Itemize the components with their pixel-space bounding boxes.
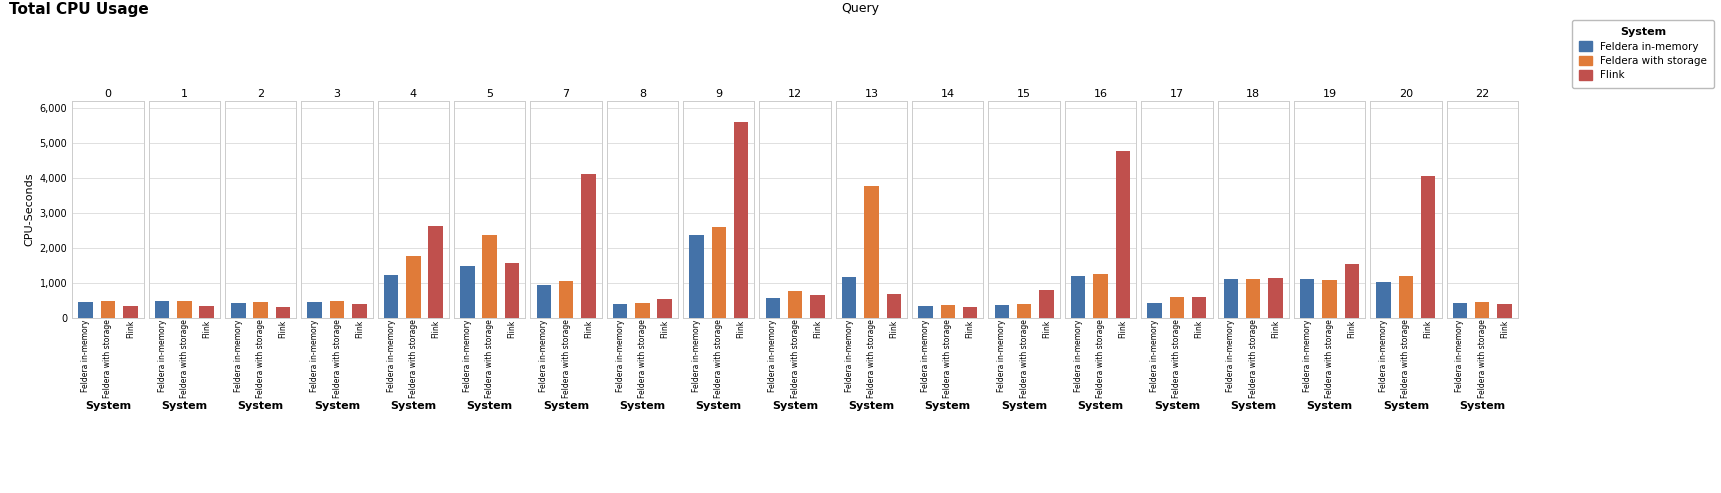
X-axis label: System: System xyxy=(695,401,742,411)
Bar xyxy=(253,302,268,318)
Bar xyxy=(1115,151,1131,318)
X-axis label: System: System xyxy=(162,401,207,411)
Bar xyxy=(1299,280,1315,318)
Title: 15: 15 xyxy=(1017,89,1031,99)
Bar xyxy=(1224,280,1237,318)
X-axis label: System: System xyxy=(466,401,513,411)
X-axis label: System: System xyxy=(237,401,284,411)
Bar xyxy=(460,266,475,318)
Bar xyxy=(429,226,442,318)
Bar xyxy=(1453,303,1468,318)
Bar xyxy=(1377,282,1391,318)
Bar xyxy=(733,122,749,318)
Bar xyxy=(200,307,213,318)
Bar xyxy=(582,174,595,318)
Bar xyxy=(308,302,322,318)
Bar xyxy=(1422,176,1435,318)
X-axis label: System: System xyxy=(84,401,131,411)
X-axis label: System: System xyxy=(924,401,971,411)
Title: 5: 5 xyxy=(487,89,494,99)
Title: 18: 18 xyxy=(1246,89,1260,99)
Bar xyxy=(330,301,344,318)
Bar xyxy=(962,307,978,318)
Title: 12: 12 xyxy=(788,89,802,99)
Bar xyxy=(1322,280,1337,318)
X-axis label: System: System xyxy=(1077,401,1124,411)
Bar xyxy=(275,307,291,318)
Bar xyxy=(635,304,649,318)
Bar xyxy=(1399,276,1413,318)
Bar xyxy=(1344,264,1360,318)
X-axis label: System: System xyxy=(620,401,666,411)
Bar xyxy=(559,281,573,318)
Bar xyxy=(1475,302,1489,318)
Title: 8: 8 xyxy=(638,89,645,99)
X-axis label: System: System xyxy=(773,401,817,411)
Bar xyxy=(842,278,857,318)
Bar xyxy=(864,186,879,318)
Bar xyxy=(886,294,902,318)
Bar xyxy=(811,295,824,318)
Bar xyxy=(711,227,726,318)
Title: 17: 17 xyxy=(1170,89,1184,99)
Title: 4: 4 xyxy=(410,89,416,99)
Bar xyxy=(482,235,497,318)
Bar xyxy=(1268,278,1282,318)
Title: 0: 0 xyxy=(105,89,112,99)
Bar xyxy=(1017,304,1031,318)
Bar xyxy=(155,301,169,318)
Bar xyxy=(688,235,704,318)
Bar xyxy=(537,285,551,318)
X-axis label: System: System xyxy=(391,401,437,411)
Bar xyxy=(102,301,115,318)
Bar xyxy=(995,305,1009,318)
Bar xyxy=(1039,290,1053,318)
Y-axis label: CPU-Seconds: CPU-Seconds xyxy=(24,173,34,246)
Bar xyxy=(941,305,955,318)
Bar xyxy=(122,307,138,318)
Text: Query: Query xyxy=(842,2,879,15)
Title: 2: 2 xyxy=(256,89,265,99)
Title: 1: 1 xyxy=(181,89,188,99)
Bar xyxy=(406,256,420,318)
X-axis label: System: System xyxy=(1002,401,1046,411)
Bar xyxy=(788,291,802,318)
Title: 22: 22 xyxy=(1475,89,1489,99)
Title: 16: 16 xyxy=(1093,89,1108,99)
Bar xyxy=(613,304,628,318)
Bar xyxy=(919,306,933,318)
Bar xyxy=(1070,276,1086,318)
Legend: Feldera in-memory, Feldera with storage, Flink: Feldera in-memory, Feldera with storage,… xyxy=(1571,20,1714,88)
Text: Total CPU Usage: Total CPU Usage xyxy=(9,2,148,17)
Bar xyxy=(353,304,367,318)
X-axis label: System: System xyxy=(313,401,360,411)
Bar xyxy=(504,263,520,318)
Title: 9: 9 xyxy=(716,89,723,99)
Bar xyxy=(384,275,398,318)
Bar xyxy=(231,303,246,318)
Bar xyxy=(1246,279,1260,318)
X-axis label: System: System xyxy=(848,401,895,411)
Bar xyxy=(766,298,780,318)
Title: 13: 13 xyxy=(864,89,878,99)
X-axis label: System: System xyxy=(1153,401,1200,411)
Title: 14: 14 xyxy=(941,89,955,99)
Bar xyxy=(1170,297,1184,318)
X-axis label: System: System xyxy=(544,401,589,411)
Title: 3: 3 xyxy=(334,89,341,99)
X-axis label: System: System xyxy=(1459,401,1506,411)
Bar xyxy=(177,301,191,318)
Bar xyxy=(657,299,671,318)
Title: 19: 19 xyxy=(1322,89,1337,99)
X-axis label: System: System xyxy=(1306,401,1353,411)
Title: 7: 7 xyxy=(563,89,570,99)
Bar xyxy=(1148,303,1162,318)
Bar xyxy=(1093,274,1108,318)
Bar xyxy=(1193,297,1206,318)
Bar xyxy=(1497,304,1511,318)
X-axis label: System: System xyxy=(1384,401,1428,411)
Bar xyxy=(79,302,93,318)
X-axis label: System: System xyxy=(1231,401,1277,411)
Title: 20: 20 xyxy=(1399,89,1413,99)
